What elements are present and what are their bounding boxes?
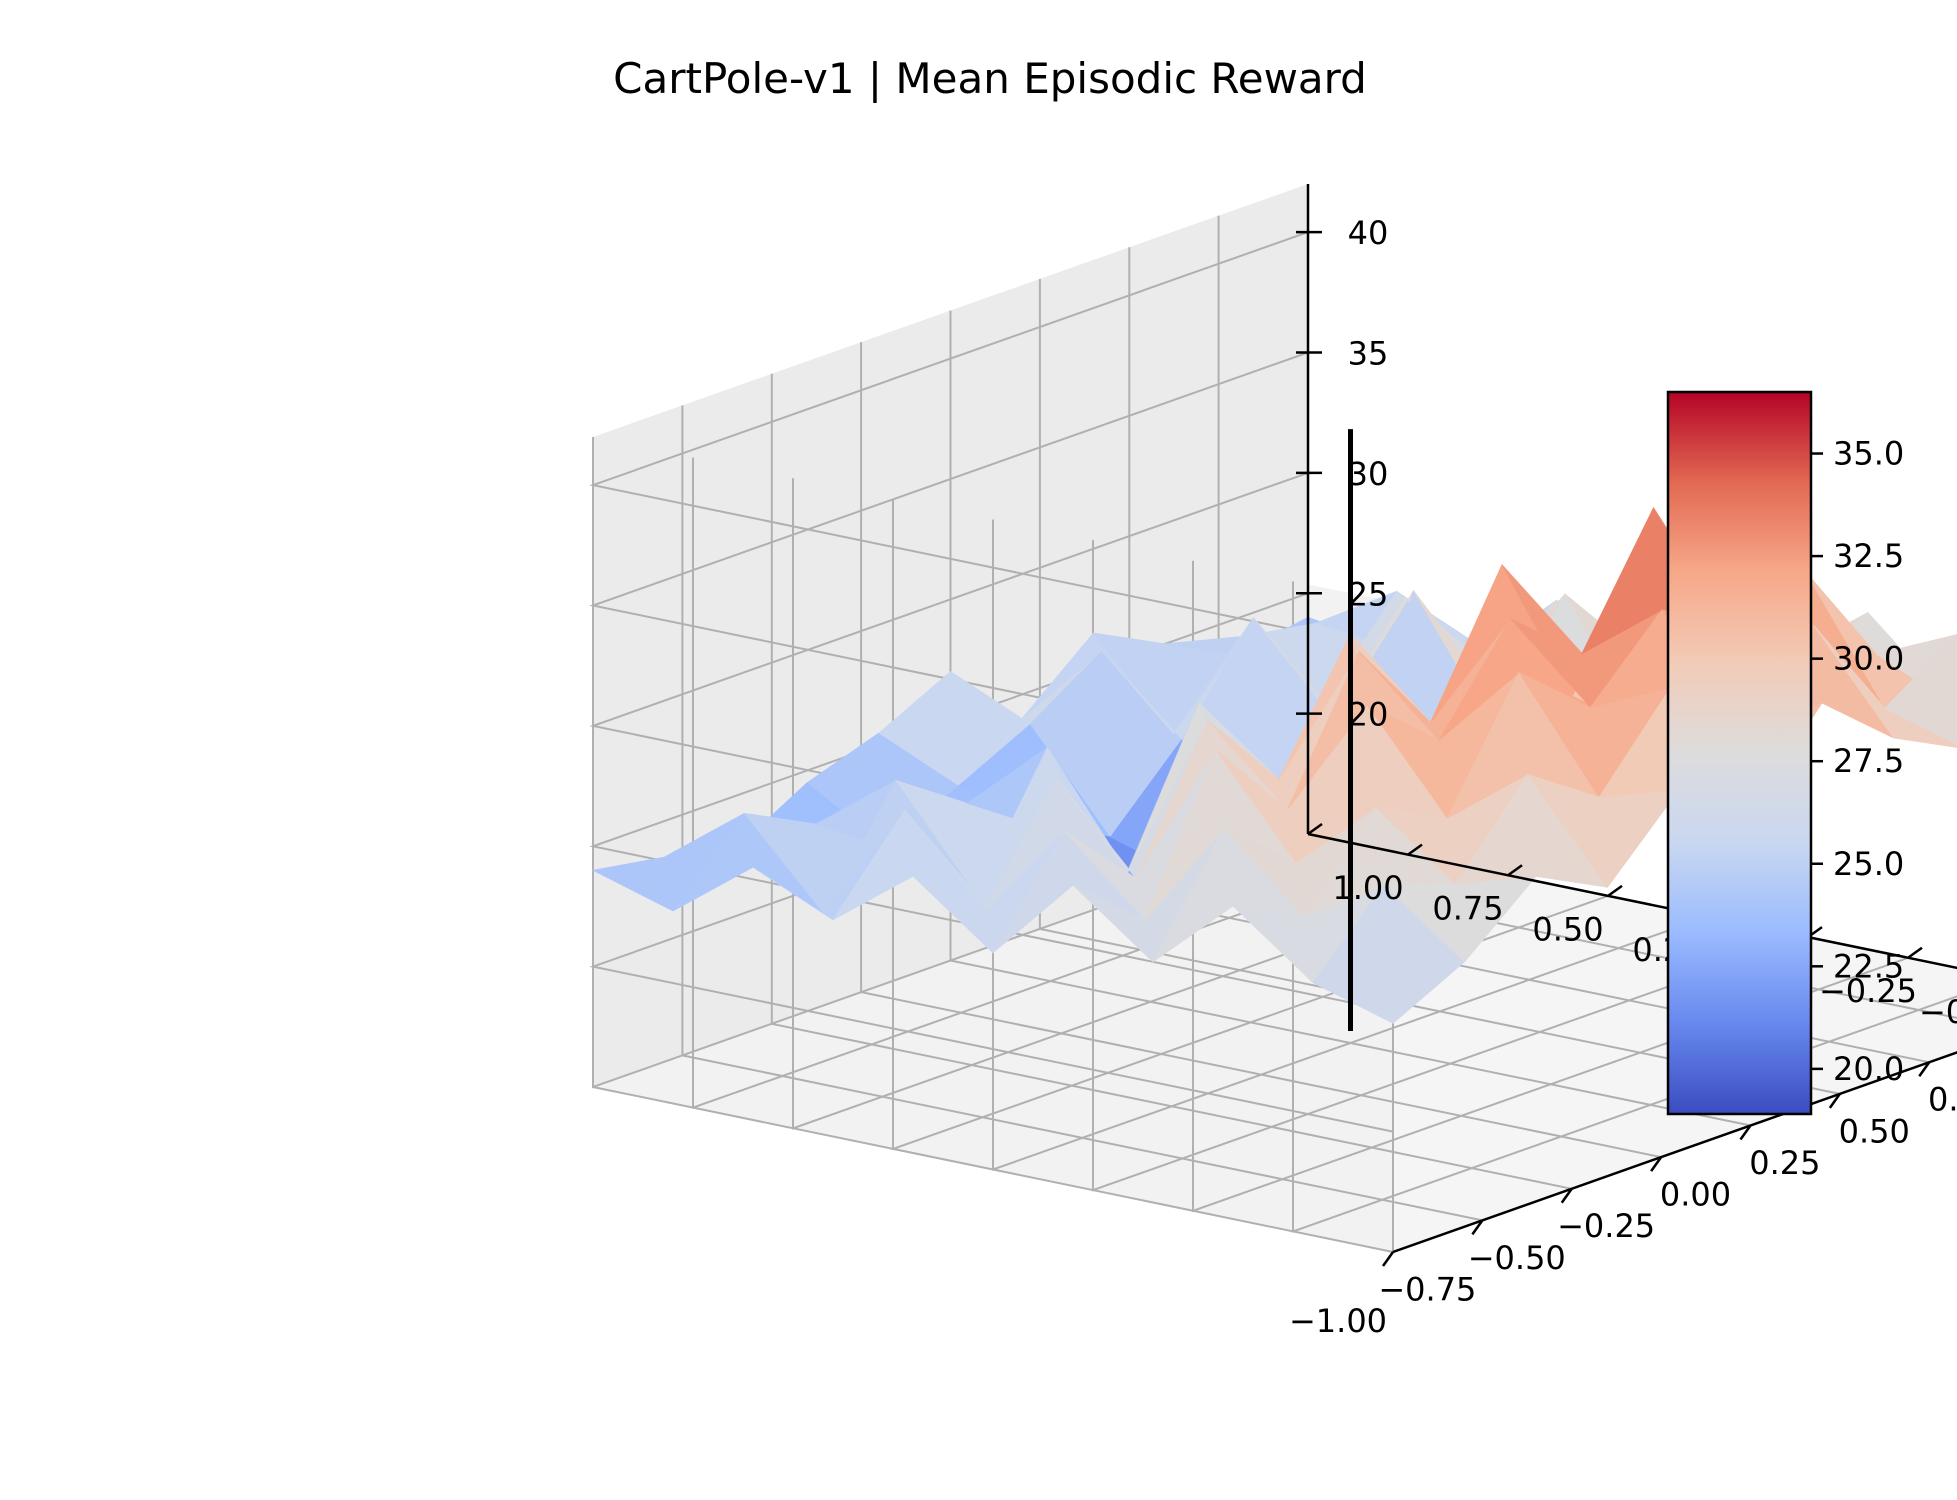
x-tick-label: 0.00 (1660, 1176, 1731, 1214)
z-tick-label: 20 (1348, 696, 1389, 734)
x-tick-mark (1381, 1251, 1395, 1267)
x-tick-mark (1739, 1124, 1752, 1141)
y-tick-label: −0.25 (1819, 972, 1917, 1010)
colorbar-tick-label: 27.5 (1833, 742, 1904, 780)
y-tick-mark (1907, 946, 1923, 959)
x-gridline (949, 310, 1751, 1127)
x-tick-mark (1560, 1188, 1573, 1204)
x-tick-mark (1918, 1061, 1931, 1077)
colorbar-tick-label: 30.0 (1833, 640, 1904, 678)
x-tick-label: −1.00 (1289, 1302, 1387, 1340)
colorbar-tick-label: 22.5 (1833, 947, 1904, 985)
x-tick-label: −0.50 (1468, 1239, 1566, 1277)
y-tick-label: 1.00 (1332, 869, 1403, 907)
x-tick-mark (1650, 1156, 1663, 1172)
surface-facet (1884, 634, 1957, 746)
x-tick-label: 0.75 (1928, 1081, 1957, 1119)
z-tick-label: 40 (1348, 214, 1389, 252)
z-tick-label: 30 (1348, 455, 1389, 493)
chart-title: CartPole-v1 | Mean Episodic Reward (613, 54, 1367, 103)
y-tick-mark (1407, 843, 1423, 856)
y-tick-mark (1307, 822, 1323, 836)
z-gridline (589, 231, 1394, 652)
x-gridline (681, 405, 1483, 1222)
x-tick-label: −0.25 (1557, 1207, 1655, 1245)
y-gridline (792, 478, 1509, 1130)
colorbar-tick-label: 20.0 (1833, 1050, 1904, 1088)
colorbar: 20.0 22.5 25.0 27.5 30.0 32.5 35.0 (1666, 390, 1904, 1116)
x-tick-label: −0.75 (1378, 1270, 1476, 1308)
y-gridline (592, 437, 1309, 1089)
y-tick-label: −0.50 (1919, 993, 1957, 1031)
z-tick-label: 25 (1348, 575, 1389, 613)
y-tick-label: 0.75 (1432, 890, 1503, 928)
x-tick-label: 0.25 (1749, 1144, 1820, 1182)
colorbar-tick-label: 25.0 (1833, 845, 1904, 883)
y-tick-mark (1507, 864, 1523, 877)
x-gridline (1038, 278, 1841, 1095)
surface-facet (1813, 624, 1957, 748)
colorbar-tick-label: 35.0 (1833, 435, 1904, 473)
x-gridline (860, 342, 1662, 1159)
y-tick-mark (1607, 884, 1623, 897)
y-tick-label: 0.50 (1532, 910, 1603, 948)
colorbar-tick-label: 32.5 (1833, 537, 1904, 575)
colorbar-fill (1666, 390, 1813, 1116)
z-tick-label: 35 (1348, 335, 1389, 373)
x-tick-mark (1828, 1093, 1841, 1109)
x-tick-mark (1471, 1219, 1484, 1236)
x-tick-label: 0.50 (1839, 1112, 1910, 1150)
x-gridline (770, 373, 1573, 1190)
